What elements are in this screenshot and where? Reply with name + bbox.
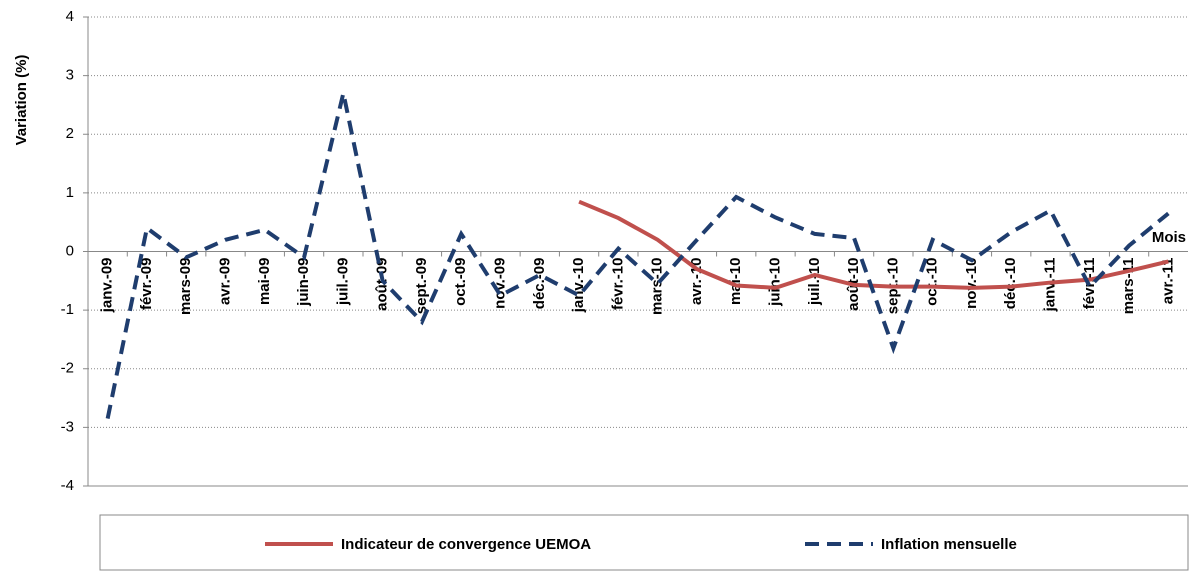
- x-tick-label: août-09: [374, 258, 391, 311]
- x-tick-label: sept.-09: [413, 258, 430, 315]
- x-tick-label: mars-11: [1120, 258, 1137, 315]
- x-tick-label: mars-09: [177, 258, 194, 316]
- y-tick-label: 0: [66, 242, 74, 259]
- x-tick-label: janv.-11: [1041, 258, 1058, 313]
- x-tick-label: avr.-09: [216, 258, 233, 306]
- legend-box: [99, 514, 1189, 571]
- x-tick-label: mai-09: [256, 258, 273, 306]
- y-tick-label: 3: [66, 67, 74, 84]
- y-tick-label: 1: [66, 184, 74, 201]
- x-tick-label: nov.-09: [491, 258, 508, 309]
- y-tick-label: -2: [61, 360, 74, 377]
- x-tick-label: oct.-10: [924, 258, 941, 306]
- x-tick-label: févr.-09: [138, 258, 155, 311]
- y-tick-label: 2: [66, 125, 74, 142]
- legend-label: Indicateur de convergence UEMOA: [341, 536, 591, 553]
- x-tick-label: juin-09: [295, 258, 312, 307]
- y-axis-label: Variation (%): [13, 55, 30, 146]
- y-tick-label: -1: [61, 301, 74, 318]
- x-tick-label: févr.-10: [609, 258, 626, 311]
- y-tick-label: 4: [66, 8, 74, 25]
- x-tick-label: oct.-09: [452, 258, 469, 306]
- y-tick-label: -4: [61, 477, 74, 494]
- x-tick-label: janv.-09: [99, 258, 116, 314]
- series-line: [578, 199, 1169, 290]
- x-tick-label: déc.-09: [531, 258, 548, 310]
- x-tick-label: juil.-10: [806, 258, 823, 307]
- x-tick-label: mars-10: [649, 258, 666, 316]
- x-tick-label: janv.-10: [570, 258, 587, 314]
- x-tick-label: avr.-11: [1159, 258, 1176, 305]
- x-tick-label: juin-10: [766, 258, 783, 307]
- x-tick-label: nov.-10: [963, 258, 980, 309]
- x-tick-label: juil.-09: [334, 258, 351, 307]
- x-tick-label: déc.-10: [1002, 258, 1019, 310]
- y-tick-label: -3: [61, 418, 74, 435]
- x-tick-label: mai-10: [727, 258, 744, 306]
- legend-label: Inflation mensuelle: [881, 536, 1017, 553]
- x-axis-label: Mois: [1152, 229, 1186, 246]
